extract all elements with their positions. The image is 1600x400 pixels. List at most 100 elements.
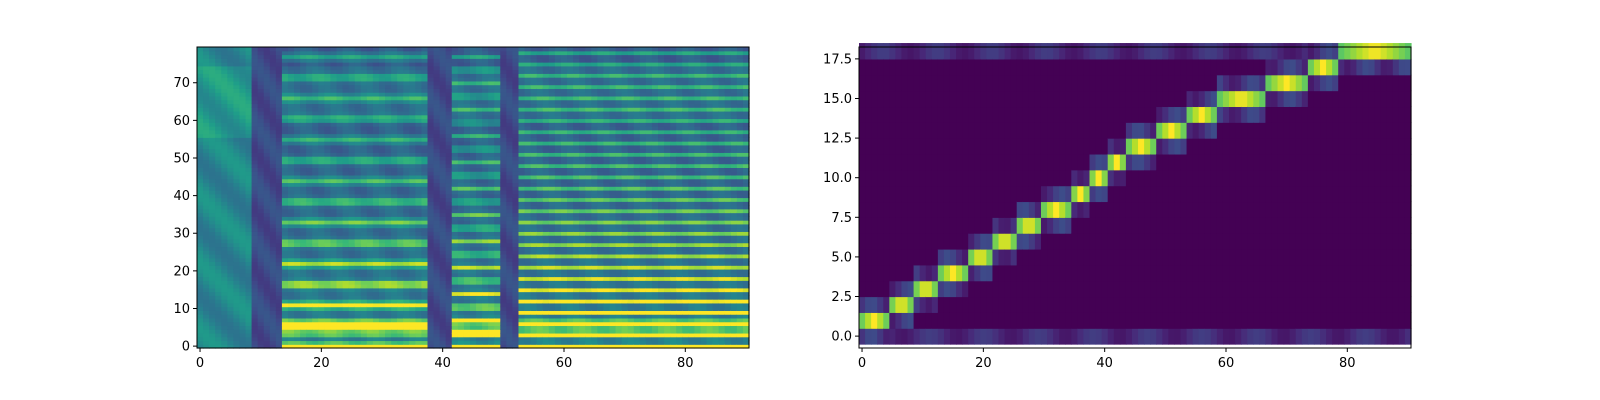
spectrogram-cell <box>542 268 550 274</box>
spectrogram-cell <box>476 208 483 214</box>
spectrogram-cell <box>287 62 295 67</box>
spectrogram-cell <box>312 344 319 349</box>
spectrogram-cell <box>385 223 392 229</box>
spectrogram-cell <box>197 95 204 101</box>
spectrogram-cell <box>421 92 429 97</box>
spectrogram-cell <box>233 65 241 71</box>
spectrogram-cell <box>281 69 289 74</box>
spectrogram-cell <box>360 220 368 225</box>
spectrogram-cell <box>330 253 338 259</box>
spectrogram-cell <box>287 340 295 345</box>
spectrogram-cell <box>378 92 386 97</box>
spectrogram-cell <box>221 73 228 78</box>
spectrogram-cell <box>391 205 398 210</box>
spectrogram-cell <box>342 208 350 214</box>
spectrogram-cell <box>294 276 301 281</box>
spectrogram-cell <box>263 340 271 345</box>
spectrogram-cell <box>506 197 514 202</box>
spectrogram-cell <box>530 291 538 296</box>
spectrogram-cell <box>530 253 538 259</box>
spectrogram-cell <box>281 193 289 199</box>
spectrogram-cell <box>342 314 350 319</box>
spectrogram-cell <box>269 156 277 161</box>
spectrogram-cell <box>306 332 313 338</box>
spectrogram-cell <box>530 284 538 289</box>
spectrogram-cell <box>488 238 495 244</box>
spectrogram-cell <box>336 193 344 199</box>
spectrogram-cell <box>518 141 526 146</box>
spectrogram-cell <box>573 246 580 251</box>
spectrogram-cell <box>391 122 398 127</box>
spectrogram-cell <box>197 163 204 168</box>
spectrogram-cell <box>197 50 204 56</box>
spectrogram-cell <box>275 133 283 138</box>
spectrogram-cell <box>209 227 216 232</box>
spectrogram-cell <box>215 159 222 165</box>
spectrogram-cell <box>560 148 568 153</box>
spectrogram-cell <box>378 182 386 187</box>
spectrogram-cell <box>342 137 350 142</box>
spectrogram-cell <box>348 314 356 319</box>
spectrogram-cell <box>494 73 501 78</box>
spectrogram-cell <box>469 340 477 345</box>
spectrogram-cell <box>500 321 507 327</box>
spectrogram-cell <box>403 137 410 142</box>
spectrogram-cell <box>197 223 204 229</box>
spectrogram-cell <box>318 50 325 56</box>
spectrogram-cell <box>469 332 477 338</box>
spectrogram-cell <box>542 118 550 123</box>
spectrogram-cell <box>342 186 350 191</box>
spectrogram-cell <box>336 114 344 120</box>
spectrogram-cell <box>312 144 319 150</box>
spectrogram-cell <box>567 92 574 97</box>
spectrogram-cell <box>215 156 222 161</box>
spectrogram-cell <box>269 77 277 82</box>
spectrogram-cell <box>439 227 447 232</box>
spectrogram-cell <box>342 77 350 82</box>
spectrogram-cell <box>287 84 295 89</box>
spectrogram-cell <box>330 306 338 311</box>
spectrogram-cell <box>312 302 319 308</box>
spectrogram-cell <box>567 291 574 296</box>
spectrogram-cell <box>397 103 404 108</box>
spectrogram-cell <box>263 148 271 153</box>
spectrogram-cell <box>421 133 429 138</box>
spectrogram-cell <box>463 137 471 142</box>
spectrogram-cell <box>397 280 404 285</box>
spectrogram-cell <box>560 287 568 293</box>
spectrogram-cell <box>500 107 507 112</box>
spectrogram-cell <box>312 238 319 244</box>
spectrogram-cell <box>348 242 356 248</box>
spectrogram-cell <box>263 231 271 236</box>
spectrogram-cell <box>427 80 435 86</box>
spectrogram-cell <box>378 227 386 232</box>
spectrogram-cell <box>312 193 319 199</box>
spectrogram-cell <box>506 329 514 334</box>
spectrogram-cell <box>366 84 374 89</box>
spectrogram-cell <box>488 159 495 165</box>
spectrogram-cell <box>530 174 538 180</box>
spectrogram-cell <box>239 58 247 63</box>
spectrogram-cell <box>512 47 520 52</box>
spectrogram-cell <box>306 261 313 266</box>
spectrogram-cell <box>421 205 429 210</box>
spectrogram-cell <box>385 58 392 63</box>
spectrogram-cell <box>257 242 265 248</box>
spectrogram-cell <box>469 280 477 285</box>
spectrogram-cell <box>554 118 562 123</box>
spectrogram-cell <box>548 114 556 120</box>
spectrogram-cell <box>451 107 459 112</box>
spectrogram-cell <box>366 118 374 123</box>
spectrogram-cell <box>524 193 532 199</box>
spectrogram-cell <box>366 62 374 67</box>
spectrogram-cell <box>287 193 295 199</box>
spectrogram-cell <box>391 54 398 59</box>
spectrogram-cell <box>391 314 398 319</box>
spectrogram-cell <box>433 73 441 78</box>
spectrogram-cell <box>306 141 313 146</box>
spectrogram-cell <box>554 171 562 176</box>
spectrogram-cell <box>269 129 277 135</box>
spectrogram-cell <box>245 80 253 86</box>
spectrogram-cell <box>251 118 259 123</box>
spectrogram-cell <box>524 144 532 150</box>
